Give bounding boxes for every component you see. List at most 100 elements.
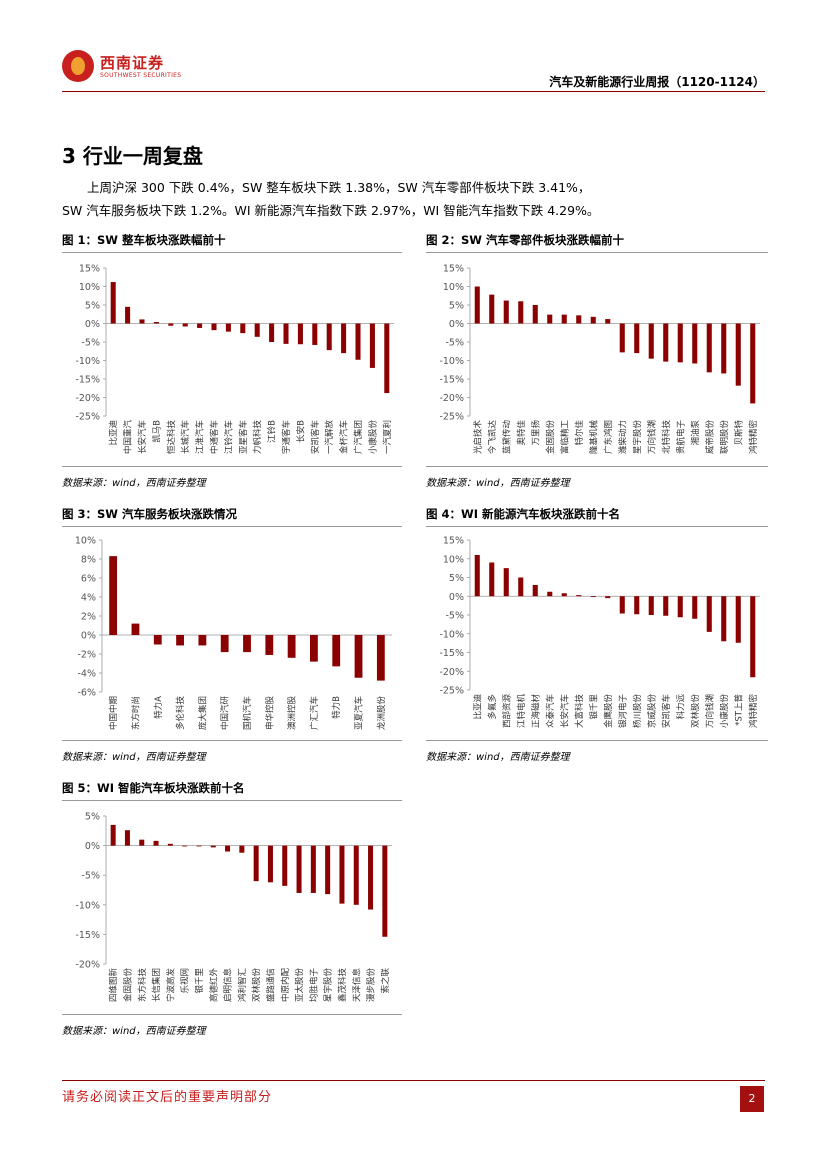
figure-1-top-rule: [62, 252, 402, 253]
x-tick-label: 东方时尚: [130, 696, 141, 730]
x-tick-label: 乐视网: [180, 968, 191, 994]
x-tick-label: 四维图新: [108, 968, 119, 1003]
x-tick-label: 龙洲股份: [376, 696, 387, 731]
figure-5-title: 图 5：WI 智能汽车板块涨跌前十名: [62, 781, 245, 795]
x-tick-label: 宇通客车: [281, 420, 292, 454]
bar: [253, 845, 259, 882]
x-tick-label: 杨川股份: [632, 694, 643, 729]
paragraph-line-1: 上周沪深 300 下跌 0.4%，SW 整车板块下跌 1.38%，SW 汽车零部…: [87, 180, 591, 195]
bar: [339, 845, 345, 904]
bar: [282, 845, 288, 886]
x-tick-label: 天泽信息: [351, 968, 362, 1003]
bar: [297, 323, 303, 345]
x-tick-label: 北特科技: [661, 420, 672, 455]
bar: [590, 596, 596, 598]
x-tick-label: 银千里: [194, 968, 205, 994]
x-tick-label: 星宇股份: [632, 420, 643, 455]
bar: [131, 623, 140, 635]
x-tick-label: 安凯客车: [310, 420, 321, 454]
bar: [518, 577, 524, 597]
y-tick-label: -20%: [75, 393, 100, 404]
x-tick-label: 广汽集团: [353, 420, 364, 454]
figure-1-title: 图 1：SW 整车板块涨跌幅前十: [62, 233, 226, 247]
bar: [382, 845, 388, 937]
x-tick-label: 长安B: [295, 420, 306, 443]
bar: [153, 322, 159, 324]
x-tick-label: 漫步股份: [366, 968, 377, 1003]
y-tick-label: -5%: [446, 611, 465, 622]
bar: [355, 323, 361, 360]
bar: [196, 845, 202, 847]
bar: [735, 323, 741, 386]
bar: [176, 635, 184, 646]
bar: [503, 300, 509, 324]
x-tick-label: 大富科技: [574, 694, 585, 729]
bar: [326, 323, 332, 351]
logo-subtext: SOUTHWEST SECURITIES: [100, 72, 182, 79]
y-tick-label: -10%: [75, 900, 100, 911]
y-tick-label: -25%: [439, 412, 464, 423]
x-tick-label: 安凯客车: [661, 694, 672, 728]
y-tick-label: -10%: [75, 356, 100, 367]
figure-2-top-rule: [426, 252, 768, 253]
x-tick-label: 亚太股份: [294, 968, 305, 1003]
bar: [474, 555, 480, 597]
page-number: 2: [740, 1086, 764, 1112]
figure-3-chart: 10% 8% 6% 4% 2% 0% -2% -4% -6% 中国中期 东方时尚 特力A 多伦科技 庞大集…: [75, 536, 392, 731]
x-tick-label: 正海磁材: [530, 694, 541, 729]
bar: [605, 596, 611, 599]
report-title: 汽车及新能源行业周报（1120-1124）: [549, 75, 765, 89]
bar: [384, 323, 390, 394]
y-tick-label: -5%: [82, 338, 101, 349]
figure-3-top-rule: [62, 526, 402, 527]
x-tick-label: 东方科技: [137, 968, 148, 1003]
x-tick-label: 银河电子: [617, 694, 628, 729]
y-tick-label: -25%: [75, 412, 100, 423]
y-tick-label: 10%: [443, 282, 464, 293]
y-tick-label: 5%: [85, 301, 100, 312]
logo-mark-icon: [62, 50, 94, 82]
x-tick-label: 特力A: [153, 696, 164, 719]
x-tick-label: 江特电机: [516, 694, 527, 729]
figure-4-source: 数据来源：wind，西南证券整理: [426, 752, 570, 763]
bar: [619, 323, 625, 353]
bar: [532, 585, 538, 597]
y-tick-label: 5%: [449, 301, 464, 312]
figure-1-bottom-rule: [62, 466, 402, 467]
section-title: 3 行业一周复盘: [62, 144, 203, 168]
x-tick-label: 长信集团: [151, 968, 162, 1002]
bar: [692, 596, 698, 619]
bar: [750, 323, 756, 404]
y-tick-label: 10%: [75, 536, 96, 547]
bar: [225, 323, 231, 332]
bar: [547, 314, 553, 324]
bar: [677, 596, 683, 618]
x-tick-label: 万向钱潮: [646, 420, 657, 454]
bar: [706, 323, 712, 373]
bar: [518, 301, 524, 324]
bar: [369, 323, 375, 368]
bar: [648, 323, 654, 359]
x-tick-label: 特力B: [331, 696, 342, 719]
x-tick-label: 金杯汽车: [339, 420, 350, 454]
figure-4-chart: 15% 10% 5% 0% -5% -10% -15% -20% -25% 比亚迪 多氟多 西部资源江…: [439, 536, 760, 729]
y-tick-label: -6%: [78, 688, 97, 699]
x-tick-label: 鸿特精密: [748, 694, 759, 729]
bar: [547, 591, 553, 597]
x-tick-label: 银千里: [588, 694, 599, 720]
y-tick-label: -2%: [78, 650, 97, 661]
footer-divider: [62, 1080, 765, 1081]
figure-5-source: 数据来源：wind，西南证券整理: [62, 1026, 206, 1037]
bar: [634, 323, 640, 354]
bar: [197, 323, 203, 328]
x-tick-label: 多氟多: [487, 694, 498, 720]
figure-1-chart: 15% 10% 5% 0% -5% -10% -15% -20% -25% 比亚迪 中国重汽 长安汽车…: [75, 264, 394, 455]
x-tick-label: 金固股份: [545, 420, 556, 455]
figure-4-top-rule: [426, 526, 768, 527]
x-tick-label: 恒达科技: [166, 420, 177, 455]
figure-3-title: 图 3：SW 汽车服务板块涨跌情况: [62, 507, 237, 521]
x-tick-label: 金固股份: [122, 968, 133, 1003]
figure-3-bottom-rule: [62, 740, 402, 741]
bar: [269, 323, 275, 342]
bar: [503, 568, 509, 597]
